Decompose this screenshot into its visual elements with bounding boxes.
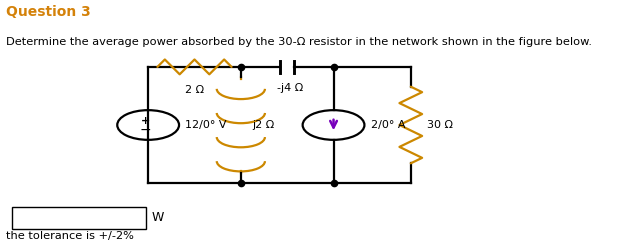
Text: 2/0° A: 2/0° A: [371, 120, 405, 130]
Text: -j4 Ω: -j4 Ω: [276, 83, 303, 93]
Text: 30 Ω: 30 Ω: [427, 120, 453, 130]
Text: 2 Ω: 2 Ω: [185, 86, 204, 96]
Text: W: W: [152, 211, 164, 224]
Text: −: −: [140, 123, 152, 137]
Text: 12/0° V: 12/0° V: [185, 120, 227, 130]
Text: Question 3: Question 3: [6, 5, 90, 19]
Text: the tolerance is +/-2%: the tolerance is +/-2%: [6, 231, 134, 241]
Text: +: +: [141, 116, 150, 126]
Text: j2 Ω: j2 Ω: [252, 120, 275, 130]
Bar: [12, 206, 145, 229]
Text: Determine the average power absorbed by the 30-Ω resistor in the network shown i: Determine the average power absorbed by …: [6, 37, 592, 47]
